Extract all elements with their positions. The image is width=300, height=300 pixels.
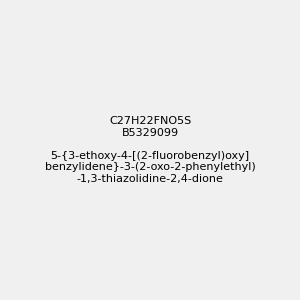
Text: C27H22FNO5S
B5329099

5-{3-ethoxy-4-[(2-fluorobenzyl)oxy]
benzylidene}-3-(2-oxo-: C27H22FNO5S B5329099 5-{3-ethoxy-4-[(2-f… [45,116,255,184]
